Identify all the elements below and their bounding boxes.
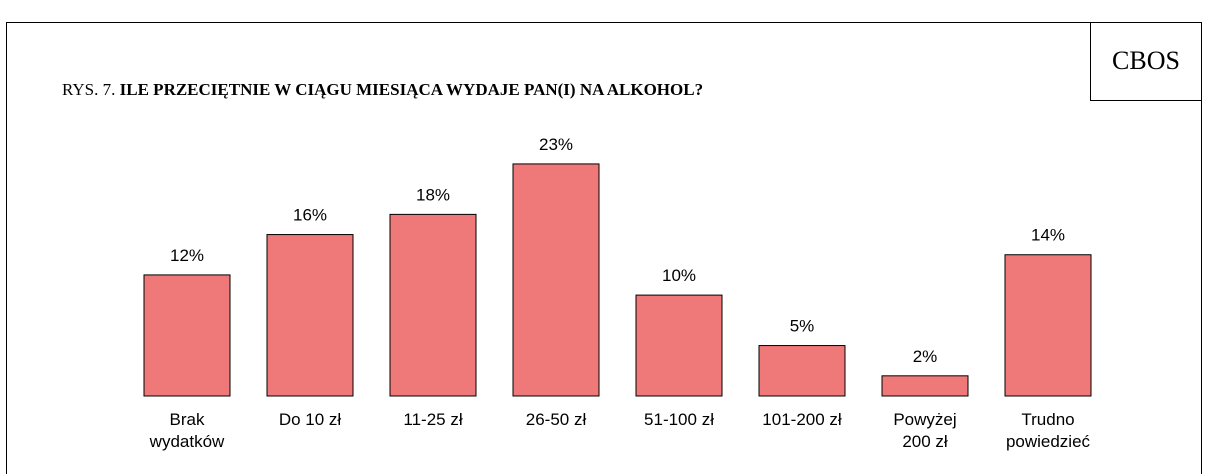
logo-box: [1090, 22, 1202, 101]
bar: [143, 274, 231, 397]
category-label: Trudno powiedzieć: [1005, 410, 1091, 451]
title-text: ILE PRZECIĘTNIE W CIĄGU MIESIĄCA WYDAJE …: [119, 80, 704, 99]
value-label: 2%: [913, 347, 938, 366]
chart-title: RYS. 7. ILE PRZECIĘTNIE W CIĄGU MIESIĄCA…: [62, 80, 703, 100]
category-label: 51-100 zł: [644, 410, 714, 429]
bar: [881, 375, 969, 397]
category-label: Brak wydatków: [149, 410, 225, 451]
category-label: Powyżej 200 zł: [893, 410, 957, 451]
value-label: 16%: [293, 206, 327, 225]
bar: [512, 163, 600, 397]
value-label: 12%: [170, 246, 204, 265]
value-label: 10%: [662, 266, 696, 285]
bar: [389, 213, 477, 397]
value-label: 18%: [416, 185, 450, 204]
logo: CBOS: [1112, 46, 1180, 75]
title-prefix: RYS. 7.: [62, 80, 116, 99]
bar: [1004, 254, 1092, 397]
bar: [266, 234, 354, 397]
category-label: 26-50 zł: [525, 410, 587, 429]
bar: [758, 345, 846, 397]
value-label: 23%: [539, 135, 573, 154]
category-label: Do 10 zł: [278, 410, 342, 429]
value-label: 14%: [1031, 226, 1065, 245]
frame: [6, 22, 1202, 474]
category-label: 101-200 zł: [762, 410, 842, 429]
value-label: 5%: [790, 317, 815, 336]
category-label: 11-25 zł: [403, 410, 463, 429]
bar: [635, 294, 723, 397]
